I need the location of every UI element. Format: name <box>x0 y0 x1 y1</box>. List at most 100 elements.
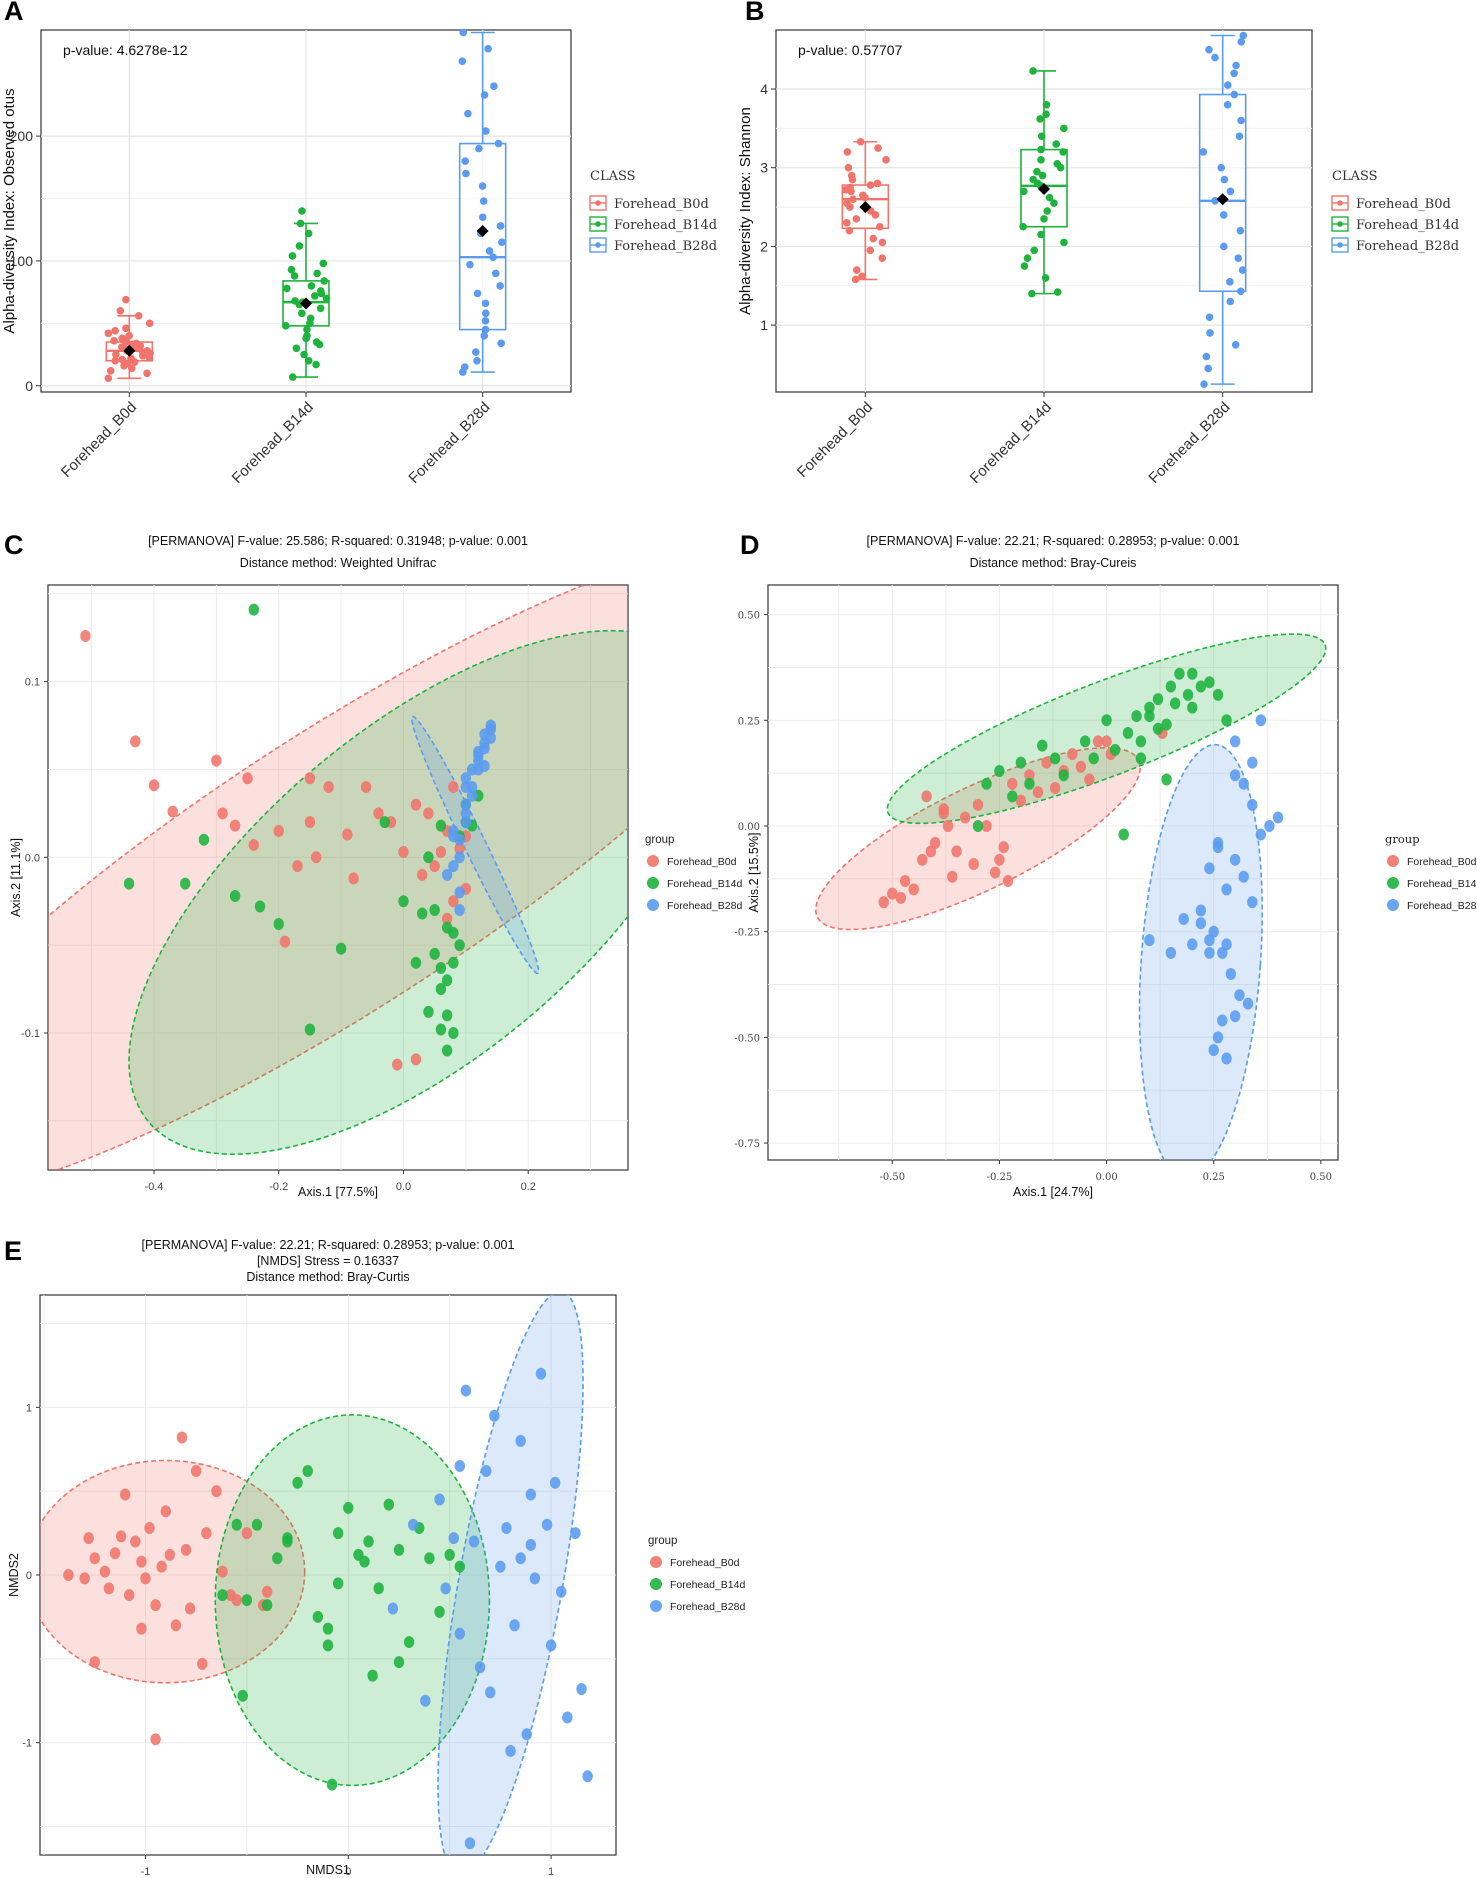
chart-subtitle: Distance method: Bray-Cureis <box>970 556 1137 570</box>
data-point <box>304 816 316 829</box>
confidence-ellipse-forehead-b0d <box>48 585 628 1170</box>
chart-title: [PERMANOVA] F-value: 22.21; R-squared: 0… <box>142 1238 515 1252</box>
data-point <box>122 295 130 304</box>
data-point <box>144 1522 155 1535</box>
y-tick-label: 200 <box>10 128 34 144</box>
legend-key <box>647 877 659 889</box>
data-point <box>521 1728 532 1741</box>
data-point <box>529 1572 541 1585</box>
data-point <box>959 811 971 824</box>
data-point <box>373 1582 384 1595</box>
data-point <box>156 1560 167 1573</box>
data-point <box>473 749 484 762</box>
data-point <box>1058 769 1069 782</box>
data-point <box>479 197 488 205</box>
data-point <box>124 1589 135 1602</box>
data-point <box>313 269 321 278</box>
data-point <box>360 781 372 794</box>
data-point <box>1037 132 1046 141</box>
ellipse-layer <box>48 585 628 1170</box>
data-point <box>471 348 480 356</box>
y-tick-label: 0.25 <box>738 716 760 727</box>
data-point <box>1247 756 1258 769</box>
confidence-ellipse-forehead-b14d <box>214 1414 491 1787</box>
data-point <box>478 182 487 190</box>
mean-marker <box>300 297 312 310</box>
y-tick-label: -0.25 <box>734 928 760 939</box>
mean-marker <box>859 201 872 214</box>
data-point <box>858 272 866 281</box>
chart-title: [PERMANOVA] F-value: 25.586; R-squared: … <box>148 534 528 548</box>
data-point <box>403 1636 415 1649</box>
data-point <box>496 222 505 230</box>
data-point <box>1205 45 1213 54</box>
y-axis-title: Axis.2 [15.5%] <box>747 833 761 913</box>
panel-letter-b: B <box>745 0 765 26</box>
data-point <box>874 144 882 152</box>
data-point <box>473 289 482 298</box>
data-point <box>460 772 472 785</box>
data-point <box>878 896 889 909</box>
data-point <box>1217 163 1226 172</box>
legend-label: Forehead_B0d <box>614 197 709 212</box>
data-point <box>429 860 440 873</box>
data-point <box>1033 167 1041 176</box>
legend-key <box>650 1578 662 1590</box>
data-point <box>423 851 434 864</box>
data-point <box>1174 667 1185 680</box>
data-point <box>1060 124 1068 133</box>
data-point <box>938 803 949 816</box>
data-point <box>307 282 316 290</box>
data-point <box>1199 148 1208 156</box>
data-point <box>103 1582 115 1595</box>
chart-subtitle-2: Distance method: Bray-Curtis <box>246 1270 409 1284</box>
data-point <box>312 360 320 369</box>
data-point <box>460 816 472 829</box>
series-forehead-b14d <box>217 1465 466 1791</box>
box-forehead-b0d <box>104 295 154 383</box>
data-point <box>197 1657 208 1670</box>
data-point <box>843 219 851 227</box>
mean-marker <box>1216 193 1229 206</box>
data-point <box>1019 222 1027 231</box>
data-point <box>535 1367 547 1380</box>
data-point <box>300 350 308 359</box>
data-point <box>89 1552 100 1565</box>
legend-key <box>1387 877 1399 889</box>
legend-label: Forehead_B14d <box>1407 878 1477 890</box>
legend-label: Forehead_B14d <box>614 218 717 233</box>
data-point <box>435 961 447 974</box>
data-point <box>119 1488 131 1501</box>
legend-title: group <box>1385 832 1420 846</box>
data-point <box>972 819 984 832</box>
data-point <box>454 1627 466 1640</box>
data-point <box>1238 266 1247 274</box>
chart-subtitle: [NMDS] Stress = 0.16337 <box>257 1254 399 1268</box>
data-point <box>556 1585 567 1598</box>
y-axis-title: Alpha-diversity Index: Shannon <box>737 107 754 315</box>
data-point <box>393 1656 405 1669</box>
series-forehead-b28d <box>1144 714 1284 1065</box>
data-point <box>1038 171 1047 180</box>
data-point <box>248 839 260 851</box>
data-point <box>1232 61 1240 70</box>
data-point <box>1220 242 1228 251</box>
data-point <box>322 1622 334 1635</box>
data-point <box>298 207 306 215</box>
data-point <box>856 137 865 146</box>
data-point <box>947 870 958 883</box>
data-point <box>150 1733 161 1746</box>
data-point <box>482 127 490 135</box>
data-point <box>515 1552 526 1565</box>
data-point <box>496 282 504 290</box>
data-point <box>290 272 299 280</box>
data-point <box>481 325 490 334</box>
legend-label: Forehead_B28d <box>1356 239 1459 254</box>
data-point <box>859 191 867 200</box>
data-point <box>1226 297 1235 306</box>
data-point <box>951 845 962 858</box>
x-axis-title: NMDS1 <box>306 1863 350 1877</box>
data-point <box>1036 115 1044 123</box>
plot-frame <box>47 584 629 1171</box>
